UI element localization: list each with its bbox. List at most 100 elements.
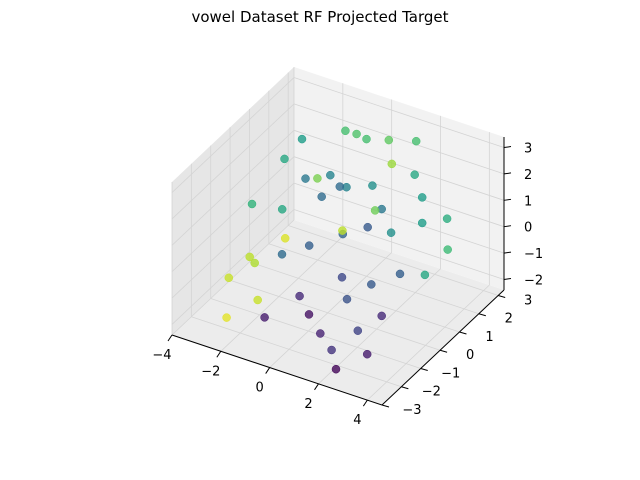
axes-panes (172, 67, 504, 405)
y-tick (381, 404, 390, 408)
x-tick-label: −4 (152, 348, 171, 363)
data-point (280, 154, 289, 164)
grid-line-y-floor (229, 279, 441, 351)
y-tick-label: −2 (422, 385, 441, 400)
x-tick (314, 383, 319, 391)
left-pane (172, 67, 294, 335)
x-tick (216, 351, 222, 358)
grid-line-x-floor (220, 235, 344, 352)
z-tick-label: −1 (524, 247, 543, 262)
data-point (250, 258, 259, 268)
x-tick-label: 0 (256, 381, 264, 396)
x-axis-line (171, 334, 383, 406)
y-tick (459, 331, 467, 335)
data-point (247, 199, 257, 209)
data-point (442, 214, 452, 223)
data-point (331, 364, 341, 374)
data-point (411, 136, 421, 146)
grid-line-z-side (171, 77, 295, 193)
data-point (253, 295, 262, 305)
y-tick-label: 1 (485, 330, 493, 345)
data-point (337, 273, 347, 282)
grid-line-z-side (171, 209, 295, 325)
data-point (297, 134, 307, 144)
data-point (338, 226, 347, 235)
data-point (387, 159, 397, 169)
data-point (245, 252, 254, 262)
z-tick (503, 251, 512, 254)
grid-line-y-floor (268, 243, 479, 315)
chart-title: vowel Dataset RF Projected Target (191, 8, 449, 26)
data-point (420, 270, 430, 280)
grid-line-x-floor (367, 284, 490, 401)
grid-line-z-back (293, 129, 505, 201)
data-point (395, 269, 405, 279)
data-point (301, 174, 310, 183)
grid-line-y-floor (249, 261, 460, 333)
data-point (386, 228, 396, 237)
data-point (367, 280, 376, 289)
grid-line-y-floor (210, 298, 421, 369)
data-point (222, 313, 231, 322)
x-tick (265, 367, 271, 374)
grid-line-z-back (293, 209, 505, 280)
z-tick-label: 0 (524, 221, 532, 236)
grid-line-y-floor (288, 225, 499, 296)
data-point (352, 129, 361, 139)
y-tick (420, 368, 428, 371)
data-point (327, 345, 336, 355)
x-tick (362, 399, 368, 407)
data-point (443, 245, 452, 254)
y-tick (401, 386, 409, 390)
x-tick (167, 334, 173, 342)
y-tick (439, 349, 448, 353)
data-point (368, 181, 377, 190)
z-tick (503, 146, 512, 149)
data-point (295, 291, 304, 301)
data-point (342, 294, 352, 304)
grid-line-z-back (293, 156, 505, 228)
y-tick (478, 313, 486, 317)
data-point (377, 311, 386, 321)
x-tick-label: 4 (353, 413, 361, 428)
data-point (277, 205, 287, 214)
grid-line-x-floor (318, 268, 441, 385)
data-point (362, 349, 372, 359)
data-point (410, 170, 419, 179)
y-tick-label: −1 (441, 366, 460, 381)
data-point (326, 170, 335, 180)
axis-lines (171, 137, 505, 406)
data-point (341, 126, 350, 136)
data-point (384, 135, 394, 145)
x-tick-label: −2 (201, 364, 220, 379)
z-tick-label: −2 (524, 273, 543, 288)
grid-line-z-side (171, 182, 295, 299)
z-tick (503, 225, 512, 228)
grid-line-z-back (293, 77, 505, 148)
grid-line-z-side (171, 156, 295, 272)
data-point (362, 134, 371, 144)
grid-line-z-side (171, 103, 295, 220)
grid-line-x-floor (269, 252, 392, 368)
data-point (335, 182, 345, 191)
data-point (363, 222, 372, 232)
x-tick-label: 2 (304, 397, 312, 412)
data-point (313, 174, 322, 183)
data-point (260, 313, 269, 322)
data-point (277, 250, 287, 259)
grid-line-z-side (171, 130, 295, 246)
grid-lines (171, 67, 505, 406)
data-point (304, 310, 314, 319)
z-tick-label: 3 (524, 142, 532, 157)
grid-line-z-back (293, 182, 505, 254)
data-point (280, 234, 290, 243)
z-tick (503, 172, 512, 175)
data-point (353, 326, 363, 335)
z-tick-label: 1 (524, 194, 532, 209)
y-tick (498, 294, 506, 298)
data-point (370, 206, 380, 215)
data-points (222, 126, 452, 374)
data-point (417, 218, 427, 228)
